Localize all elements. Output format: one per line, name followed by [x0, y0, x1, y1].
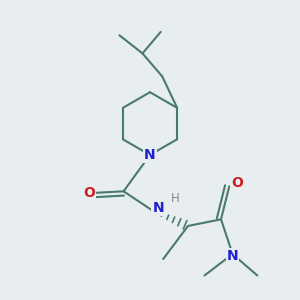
Text: O: O	[83, 186, 95, 200]
Text: O: O	[232, 176, 244, 190]
Text: N: N	[227, 249, 239, 263]
Text: N: N	[144, 148, 156, 162]
Text: H: H	[170, 192, 179, 205]
Text: N: N	[152, 201, 164, 215]
